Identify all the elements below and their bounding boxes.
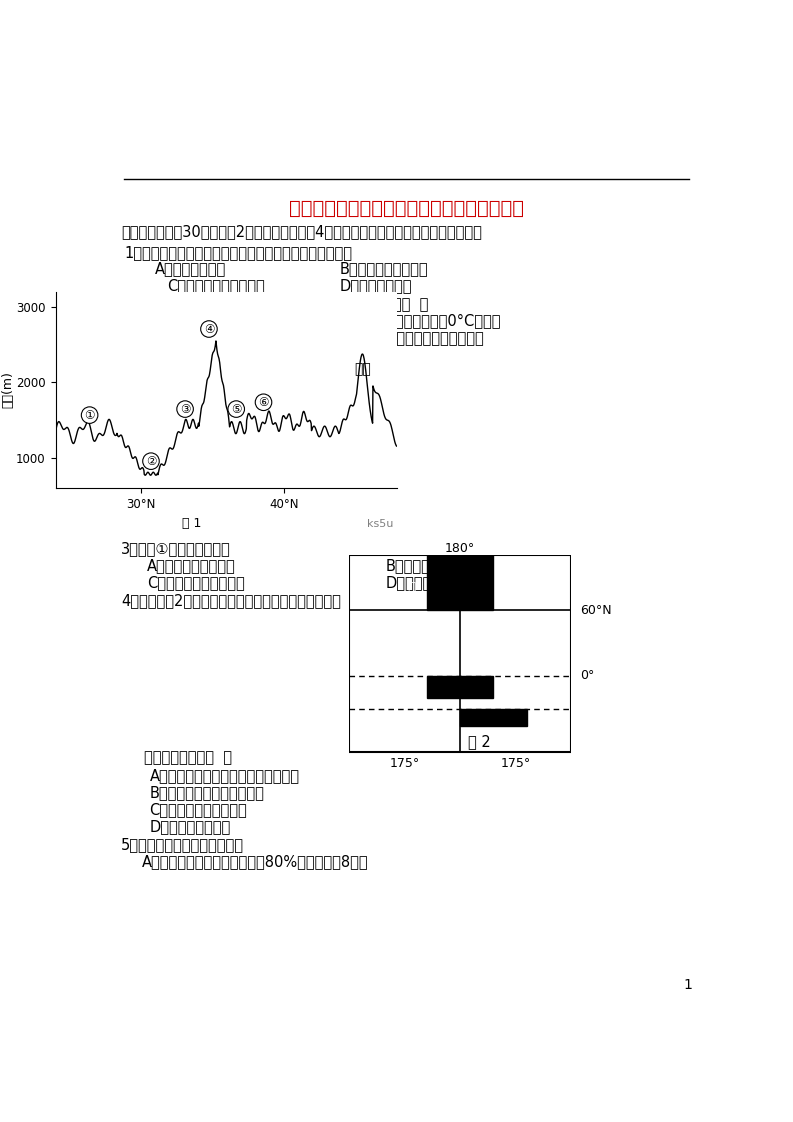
Text: ⑤: ⑤ [231, 403, 242, 415]
Text: 乙: 乙 [400, 680, 408, 693]
Text: 阴山: 阴山 [354, 362, 371, 376]
Text: ②: ② [146, 454, 156, 468]
Text: 180°: 180° [445, 542, 475, 555]
Text: ④: ④ [204, 322, 214, 335]
Text: 一、选择题［入30题，每题2分，在每小题列出4个选项中，只有一项是符合题目要求。］: 一、选择题［入30题，每题2分，在每小题列出4个选项中，只有一项是符合题目要求。… [121, 224, 481, 239]
Text: 甲: 甲 [407, 581, 416, 595]
Text: 图 1: 图 1 [182, 517, 201, 531]
Text: B、印度、哈萨克斯坦: B、印度、哈萨克斯坦 [339, 261, 428, 276]
Text: B．甲、乙、丙的比例尺相同: B．甲、乙、丙的比例尺相同 [150, 785, 264, 800]
Text: 3、符合①地地形特征的是: 3、符合①地地形特征的是 [121, 541, 231, 557]
Bar [460, 709, 527, 726]
Text: 175°: 175° [500, 756, 531, 770]
Text: A、各地降水量季节分配不均，80%集中在七、8月份: A、各地降水量季节分配不均，80%集中在七、8月份 [142, 855, 369, 870]
Text: ①: ① [84, 408, 95, 422]
Text: D．暖湿带与中温带界线: D．暖湿带与中温带界线 [386, 330, 485, 346]
Text: 重庆市第七中学高二上学期期中考试地理试题: 重庆市第七中学高二上学期期中考试地理试题 [289, 199, 523, 218]
Text: ⑥: ⑥ [259, 396, 269, 408]
Text: C．800mm等降水量线: C．800mm等降水量线 [159, 330, 279, 346]
Text: C．甲大于乙，乙大于丙: C．甲大于乙，乙大于丙 [150, 802, 247, 817]
Text: A．甲的比例尺最小，丙的比例尺最大: A．甲的比例尺最小，丙的比例尺最大 [150, 769, 300, 783]
Text: C．海拘较高，起伏不大: C．海拘较高，起伏不大 [147, 576, 245, 590]
Text: 图 2: 图 2 [468, 734, 490, 748]
Text: 1: 1 [684, 977, 692, 992]
Text: 1、在我国的陆上邻国中，与我国有着不连续疆界的国家有: 1、在我国的陆上邻国中，与我国有着不连续疆界的国家有 [125, 245, 353, 260]
Text: 5、关于我国降水的正确表述是: 5、关于我国降水的正确表述是 [121, 838, 243, 853]
Text: ③: ③ [180, 403, 190, 415]
Text: 4、有关右图2中甲乙丙附近三个阴影区域比例尺大小的: 4、有关右图2中甲乙丙附近三个阴影区域比例尺大小的 [121, 594, 341, 608]
Text: 2．秦岭一淦河是我国一条主要的地理界线，下列界线与它大体一致的是（  ）: 2．秦岭一淦河是我国一条主要的地理界线，下列界线与它大体一致的是（ ） [121, 296, 428, 311]
Bar [427, 675, 493, 698]
Y-axis label: 海拘(m): 海拘(m) [2, 371, 15, 408]
Text: 丙: 丙 [549, 710, 557, 725]
Text: B．年平均气温0°C等値线: B．年平均气温0°C等値线 [386, 313, 501, 329]
Text: ks5u: ks5u [366, 519, 393, 530]
Text: 0°: 0° [580, 669, 594, 682]
Text: D．乙的比例尺最小: D．乙的比例尺最小 [150, 819, 231, 834]
Text: D．远看成山，近看成川: D．远看成山，近看成川 [386, 576, 485, 590]
Text: 175°: 175° [389, 756, 419, 770]
Text: 读下面“108°E 的地形剖面图”，据图回吇3题。: 读下面“108°E 的地形剖面图”，据图回吇3题。 [121, 349, 353, 364]
Text: 叙述，正确的是（  ）: 叙述，正确的是（ ） [144, 751, 232, 765]
Bar [427, 555, 493, 610]
Text: A．半湿润和半干旱的界线: A．半湿润和半干旱的界线 [147, 313, 254, 329]
Text: A、俄罗斯、蒙古: A、俄罗斯、蒙古 [155, 261, 226, 276]
Text: C、俄罗斯、哈萨克斯坦: C、俄罗斯、哈萨克斯坦 [167, 278, 265, 293]
Text: 60°N: 60°N [580, 604, 611, 617]
Text: D、俄罗斯、印度: D、俄罗斯、印度 [339, 278, 412, 293]
Text: A．有喀斯特地貌分布: A．有喀斯特地貌分布 [147, 558, 236, 573]
Text: B．具有广阔平原: B．具有广阔平原 [386, 558, 457, 573]
